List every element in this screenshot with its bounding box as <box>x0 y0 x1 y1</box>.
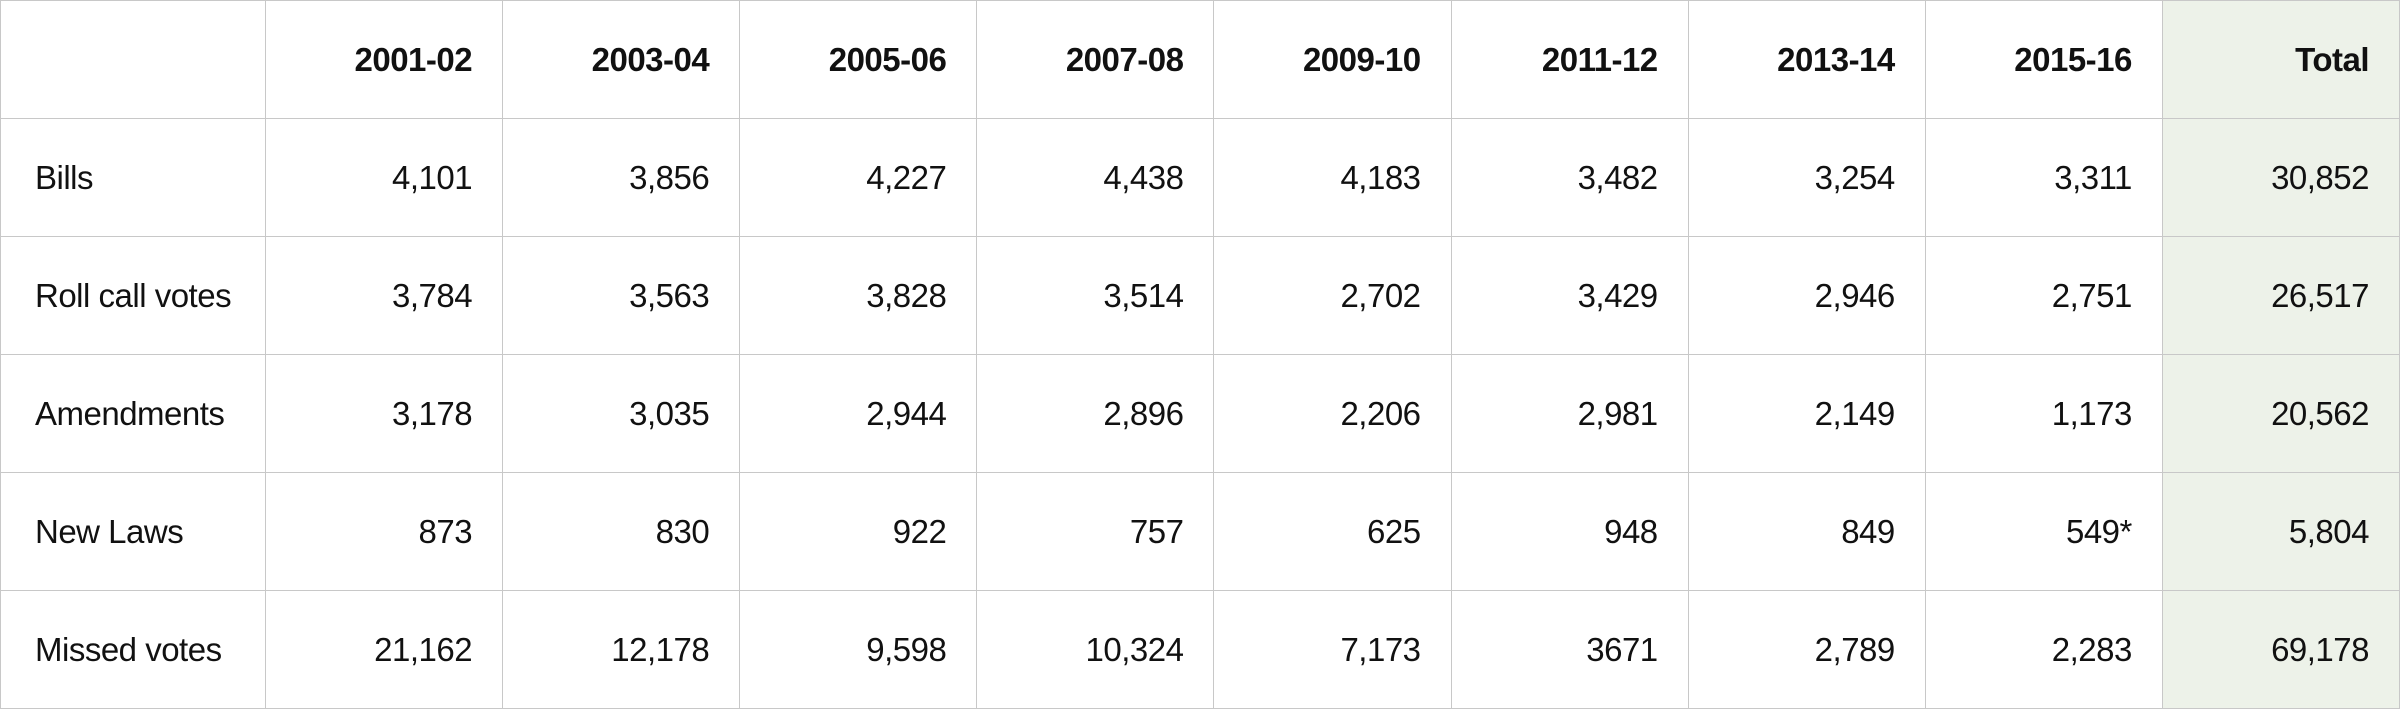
table-cell: 3,178 <box>264 354 504 473</box>
table-row: New Laws 873 830 922 757 625 948 849 549* 5,804 <box>0 472 2400 591</box>
table-row: Amendments 3,178 3,035 2,944 2,896 2,206 2,981… <box>0 354 2400 473</box>
table-cell: 3,828 <box>739 236 978 355</box>
table-cell: 3,514 <box>976 236 1215 355</box>
column-header: 2001-02 <box>264 0 504 119</box>
table-cell: 2,944 <box>739 354 978 473</box>
corner-cell <box>0 0 266 119</box>
table-cell: 30,852 <box>2161 118 2400 237</box>
table-cell: 5,804 <box>2161 472 2400 591</box>
column-header: 2009-10 <box>1213 0 1452 119</box>
table-cell: 4,227 <box>739 118 978 237</box>
table-cell: 3671 <box>1450 590 1689 709</box>
table-cell: 4,101 <box>264 118 504 237</box>
table-cell: 10,324 <box>976 590 1215 709</box>
table-cell: 3,035 <box>502 354 741 473</box>
table-cell: 2,206 <box>1213 354 1452 473</box>
table-cell: 20,562 <box>2161 354 2400 473</box>
table-cell: 3,563 <box>502 236 741 355</box>
table-cell: 3,784 <box>264 236 504 355</box>
table-cell: 2,283 <box>1924 590 2163 709</box>
column-header: 2015-16 <box>1924 0 2163 119</box>
table-cell: 4,183 <box>1213 118 1452 237</box>
table-head: 2001-02 2003-04 2005-06 2007-08 2009-10 2011-… <box>0 0 2400 119</box>
table-cell: 2,946 <box>1687 236 1926 355</box>
table-cell: 849 <box>1687 472 1926 591</box>
table-cell: 7,173 <box>1213 590 1452 709</box>
table-cell: 2,751 <box>1924 236 2163 355</box>
table-cell: 26,517 <box>2161 236 2400 355</box>
table-cell: 3,429 <box>1450 236 1689 355</box>
row-label: Bills <box>0 118 266 237</box>
table-cell: 922 <box>739 472 978 591</box>
table-cell: 830 <box>502 472 741 591</box>
table-row: Roll call votes 3,784 3,563 3,828 3,514 2,702… <box>0 236 2400 355</box>
column-header: 2003-04 <box>502 0 741 119</box>
row-label: Amendments <box>0 354 266 473</box>
table-cell: 625 <box>1213 472 1452 591</box>
table-cell: 21,162 <box>264 590 504 709</box>
column-header: 2007-08 <box>976 0 1215 119</box>
column-header: 2013-14 <box>1687 0 1926 119</box>
table-cell: 2,149 <box>1687 354 1926 473</box>
table-cell: 948 <box>1450 472 1689 591</box>
row-label: New Laws <box>0 472 266 591</box>
table-cell: 3,856 <box>502 118 741 237</box>
table-cell: 69,178 <box>2161 590 2400 709</box>
header-row: 2001-02 2003-04 2005-06 2007-08 2009-10 2011-… <box>0 0 2400 119</box>
table-row: Missed votes 21,162 12,178 9,598 10,324 7,173… <box>0 590 2400 709</box>
table-cell: 549* <box>1924 472 2163 591</box>
table-cell: 3,254 <box>1687 118 1926 237</box>
table-cell: 757 <box>976 472 1215 591</box>
row-label: Roll call votes <box>0 236 266 355</box>
row-label: Missed votes <box>0 590 266 709</box>
table-cell: 9,598 <box>739 590 978 709</box>
table-cell: 2,702 <box>1213 236 1452 355</box>
table-cell: 2,896 <box>976 354 1215 473</box>
table-row: Bills 4,101 3,856 4,227 4,438 4,183 3,482 3,254… <box>0 118 2400 237</box>
table-cell: 2,789 <box>1687 590 1926 709</box>
table-body: Bills 4,101 3,856 4,227 4,438 4,183 3,482 3,254… <box>0 118 2400 709</box>
column-header: 2005-06 <box>739 0 978 119</box>
column-header: 2011-12 <box>1450 0 1689 119</box>
table-cell: 2,981 <box>1450 354 1689 473</box>
table-cell: 3,482 <box>1450 118 1689 237</box>
table-cell: 12,178 <box>502 590 741 709</box>
table-cell: 873 <box>264 472 504 591</box>
column-header: Total <box>2161 0 2400 119</box>
table-cell: 4,438 <box>976 118 1215 237</box>
table-cell: 3,311 <box>1924 118 2163 237</box>
table-cell: 1,173 <box>1924 354 2163 473</box>
